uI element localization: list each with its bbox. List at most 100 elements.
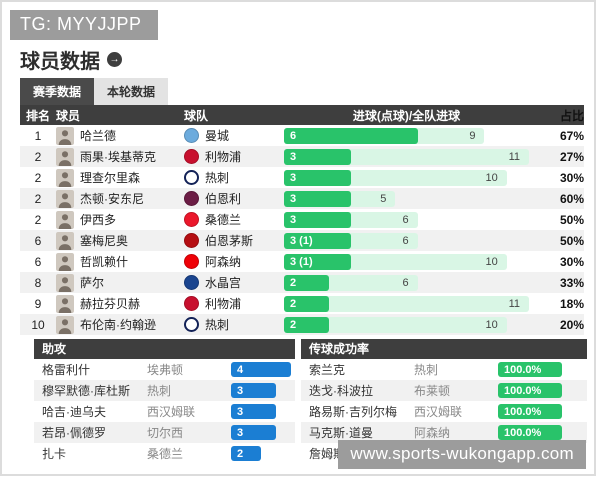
team-logo-icon — [184, 275, 199, 290]
team-cell: 伯恩利 — [184, 190, 284, 207]
team-name: 热刺 — [414, 363, 439, 377]
team-logo-icon — [184, 317, 199, 332]
player-cell: 雨果·埃基蒂克 — [56, 147, 184, 166]
goals-bar-cell: 11 2 — [284, 295, 529, 312]
goals-bar-cell: 11 3 — [284, 148, 529, 165]
share-value: 60% — [559, 191, 584, 206]
assist-bar: 3 — [231, 404, 276, 419]
goals-bar: 9 6 — [284, 127, 529, 144]
team-goals-bar: 10 — [284, 316, 507, 333]
team-goals-value: 11 — [508, 150, 520, 163]
player-name: 格雷利什 — [42, 363, 91, 377]
player-cell: 伊西多 — [56, 210, 184, 229]
person-icon — [56, 210, 74, 229]
share-value: 67% — [559, 128, 584, 143]
goals-table: 排名 球员 球队 进球(点球)/全队进球 占比 1 哈兰德 曼城 — [20, 105, 584, 335]
team-name: 布莱顿 — [414, 384, 451, 398]
table-row: 2 理查尔里森 热刺 10 3 30% — [20, 167, 584, 188]
table-row: 1 哈兰德 曼城 9 6 67% — [20, 125, 584, 146]
player-avatar — [56, 315, 74, 334]
team-goals-value: 11 — [508, 297, 520, 310]
goals-bar: 11 3 — [284, 148, 529, 165]
team-goals-value: 10 — [485, 171, 498, 184]
pass-rate-pill: 100.0% — [498, 383, 562, 398]
person-icon — [56, 252, 74, 271]
player-name: 理查尔里森 — [80, 171, 141, 185]
goals-bar: 10 3 (1) — [284, 253, 529, 270]
team-cell: 阿森纳 — [184, 253, 284, 270]
tab-round-data[interactable]: 本轮数据 — [94, 78, 169, 105]
tg-channel-badge: TG: MYYJJPP — [10, 10, 158, 40]
list-item: 哈吉·迪乌夫 西汉姆联 3 — [34, 401, 295, 422]
page-title: 球员数据 — [20, 51, 100, 73]
player-avatar — [56, 231, 74, 250]
player-avatar — [56, 294, 74, 313]
share-value: 30% — [559, 254, 584, 269]
table-row: 8 萨尔 水晶宫 6 2 33% — [20, 272, 584, 293]
title-row: 球员数据 → — [20, 45, 594, 74]
arrow-right-icon[interactable]: → — [107, 52, 122, 67]
player-avatar — [56, 210, 74, 229]
goals-bar-cell: 9 6 — [284, 127, 529, 144]
player-name: 塞梅尼奥 — [80, 234, 129, 248]
player-avatar — [56, 147, 74, 166]
person-icon — [56, 189, 74, 208]
player-goals-bar: 6 — [284, 127, 418, 144]
team-name: 桑德兰 — [205, 213, 242, 227]
team-name: 西汉姆联 — [147, 405, 196, 419]
team-goals-bar: 11 — [284, 295, 529, 312]
assist-bar: 3 — [231, 383, 276, 398]
team-goals-value: 6 — [402, 213, 409, 226]
rank-value: 9 — [34, 296, 42, 311]
player-goals-bar: 3 — [284, 148, 351, 165]
goals-bar: 11 2 — [284, 295, 529, 312]
team-goals-value: 10 — [485, 318, 498, 331]
assist-bar-cell: 4 — [231, 362, 295, 377]
team-logo-icon — [184, 170, 199, 185]
passing-panel-body: 索兰克 热刺 100.0% 迭戈·科波拉 布莱顿 100.0% 路易斯·吉列尔梅… — [301, 359, 587, 464]
tab-season-data[interactable]: 赛季数据 — [20, 78, 95, 105]
rank-value: 2 — [34, 170, 42, 185]
player-avatar — [56, 189, 74, 208]
team-goals-value: 6 — [402, 276, 409, 289]
team-name: 西汉姆联 — [414, 405, 463, 419]
bottom-panels: 助攻 格雷利什 埃弗顿 4 穆罕默德·库杜斯 热刺 3 哈吉·迪乌夫 西汉姆联 … — [34, 339, 587, 464]
team-name: 阿森纳 — [205, 255, 242, 269]
rank-value: 2 — [34, 212, 42, 227]
player-name: 伊西多 — [80, 213, 117, 227]
pass-rate-pill: 100.0% — [498, 362, 562, 377]
column-header-rank: 排名 — [25, 108, 50, 123]
player-cell: 塞梅尼奥 — [56, 231, 184, 250]
column-header-share: 占比 — [559, 108, 584, 123]
assists-panel-body: 格雷利什 埃弗顿 4 穆罕默德·库杜斯 热刺 3 哈吉·迪乌夫 西汉姆联 3 若… — [34, 359, 295, 464]
player-cell: 杰顿·安东尼 — [56, 189, 184, 208]
assist-bar-cell: 3 — [231, 404, 295, 419]
list-item: 格雷利什 埃弗顿 4 — [34, 359, 295, 380]
team-name: 阿森纳 — [414, 426, 451, 440]
share-value: 27% — [559, 149, 584, 164]
table-row: 2 伊西多 桑德兰 6 3 50% — [20, 209, 584, 230]
team-name: 热刺 — [147, 384, 172, 398]
assist-bar: 4 — [231, 362, 291, 377]
rank-value: 6 — [34, 254, 42, 269]
team-cell: 伯恩茅斯 — [184, 232, 284, 249]
list-item: 扎卡 桑德兰 2 — [34, 443, 295, 464]
list-item: 穆罕默德·库杜斯 热刺 3 — [34, 380, 295, 401]
player-name: 路易斯·吉列尔梅 — [309, 405, 397, 419]
team-logo-icon — [184, 296, 199, 311]
player-goals-bar: 3 (1) — [284, 253, 351, 270]
player-cell: 布伦南·约翰逊 — [56, 315, 184, 334]
assists-panel-title: 助攻 — [34, 339, 295, 359]
player-avatar — [56, 168, 74, 187]
team-cell: 曼城 — [184, 127, 284, 144]
player-cell: 理查尔里森 — [56, 168, 184, 187]
team-logo-icon — [184, 254, 199, 269]
player-name: 赫拉芬贝赫 — [80, 297, 141, 311]
player-avatar — [56, 126, 74, 145]
assist-bar-cell: 2 — [231, 446, 295, 461]
team-logo-icon — [184, 149, 199, 164]
team-name: 水晶宫 — [205, 276, 242, 290]
person-icon — [56, 168, 74, 187]
goals-bar: 6 2 — [284, 274, 529, 291]
